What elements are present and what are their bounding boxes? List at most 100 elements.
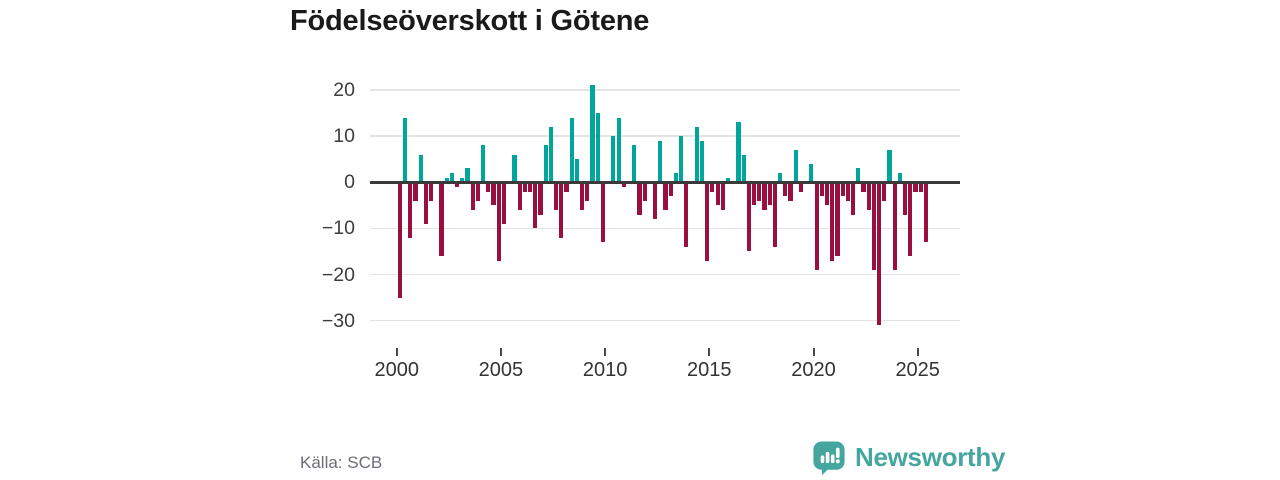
bar (772, 182, 777, 247)
bar (465, 168, 470, 183)
bar (908, 182, 913, 257)
bar (835, 182, 840, 257)
bar (501, 182, 507, 224)
bar (741, 154, 746, 183)
bar (778, 173, 783, 183)
bar (658, 140, 663, 183)
gridline (370, 319, 960, 322)
bar (887, 150, 892, 183)
bar (725, 177, 731, 183)
bar (751, 182, 757, 206)
bar (543, 145, 548, 183)
bar (903, 182, 908, 215)
bar (621, 182, 626, 187)
bar (746, 182, 751, 252)
bar (814, 182, 819, 270)
bar (720, 182, 725, 210)
y-axis-label: 10 (333, 125, 355, 148)
bar (449, 173, 454, 183)
bar (694, 126, 699, 183)
x-axis-tick (916, 348, 919, 356)
bar (882, 182, 887, 201)
bar (699, 140, 705, 183)
bar (418, 154, 423, 183)
bar (793, 150, 798, 183)
x-axis-tick (499, 348, 502, 356)
bar (783, 182, 788, 197)
bar (595, 113, 600, 183)
source-label: Källa: SCB (300, 453, 383, 472)
bar (538, 182, 543, 215)
y-axis-label: 20 (333, 79, 355, 102)
bar (611, 136, 616, 183)
newsworthy-logo: Newsworthy (812, 440, 1005, 475)
bar (892, 182, 897, 270)
bar (710, 182, 715, 192)
x-axis-label: 2010 (582, 359, 628, 381)
bar (923, 182, 929, 243)
bar (679, 136, 684, 183)
bar (866, 182, 871, 210)
bar (402, 117, 408, 183)
zero-line (370, 181, 960, 184)
bar (569, 117, 574, 183)
bar (736, 122, 741, 183)
bar (527, 182, 533, 192)
gridline (370, 89, 960, 91)
bar (830, 182, 835, 261)
bar (496, 182, 501, 261)
bar (491, 182, 496, 206)
bar (408, 182, 413, 238)
bar (632, 145, 637, 183)
bar (444, 177, 449, 183)
chart-title: Födelseöverskott i Götene (290, 5, 650, 37)
bar (460, 177, 465, 183)
bar (705, 182, 710, 261)
bar (486, 182, 491, 192)
bar (470, 182, 475, 210)
bar (913, 182, 918, 192)
newsworthy-wordmark: Newsworthy (855, 442, 1006, 472)
x-axis-tick (708, 348, 711, 356)
gridline (370, 273, 960, 276)
bar (642, 182, 647, 201)
bar (590, 85, 595, 183)
x-axis-label: 2020 (791, 359, 836, 381)
bar (897, 173, 903, 183)
bar (481, 145, 486, 183)
bar (428, 182, 434, 201)
bar (652, 182, 658, 220)
x-axis-label: 2005 (478, 359, 524, 381)
y-axis-label: −20 (321, 263, 355, 286)
bar (673, 173, 679, 183)
bar (637, 182, 642, 215)
bar (585, 182, 590, 201)
x-axis-label: 2025 (895, 359, 940, 381)
bar (522, 182, 527, 192)
bar (877, 182, 882, 326)
bar (762, 182, 767, 210)
bar (580, 182, 585, 210)
bar (856, 168, 861, 183)
bar (918, 182, 923, 192)
bar (554, 182, 559, 210)
bar (824, 182, 830, 206)
x-axis-tick (395, 348, 398, 356)
bar (788, 182, 793, 201)
bar (767, 182, 772, 206)
bar (757, 182, 762, 201)
x-axis-label: 2000 (374, 359, 419, 381)
bar (861, 182, 866, 192)
bar (850, 182, 856, 215)
bar (616, 117, 621, 183)
bar (871, 182, 876, 270)
x-axis-tick (812, 348, 815, 356)
bar (548, 126, 553, 183)
bar (684, 182, 689, 247)
x-axis-label: 2015 (687, 359, 732, 381)
gridline (370, 227, 960, 230)
bar (715, 182, 720, 206)
bar (397, 182, 402, 298)
bar (455, 182, 460, 187)
bar (559, 182, 564, 238)
